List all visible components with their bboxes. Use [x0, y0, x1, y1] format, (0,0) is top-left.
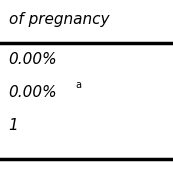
Text: of pregnancy: of pregnancy	[9, 12, 109, 27]
Text: 0.00%: 0.00%	[9, 52, 57, 67]
Text: 1: 1	[9, 118, 18, 133]
Text: 0.00%: 0.00%	[9, 85, 57, 100]
Text: a: a	[75, 80, 81, 90]
